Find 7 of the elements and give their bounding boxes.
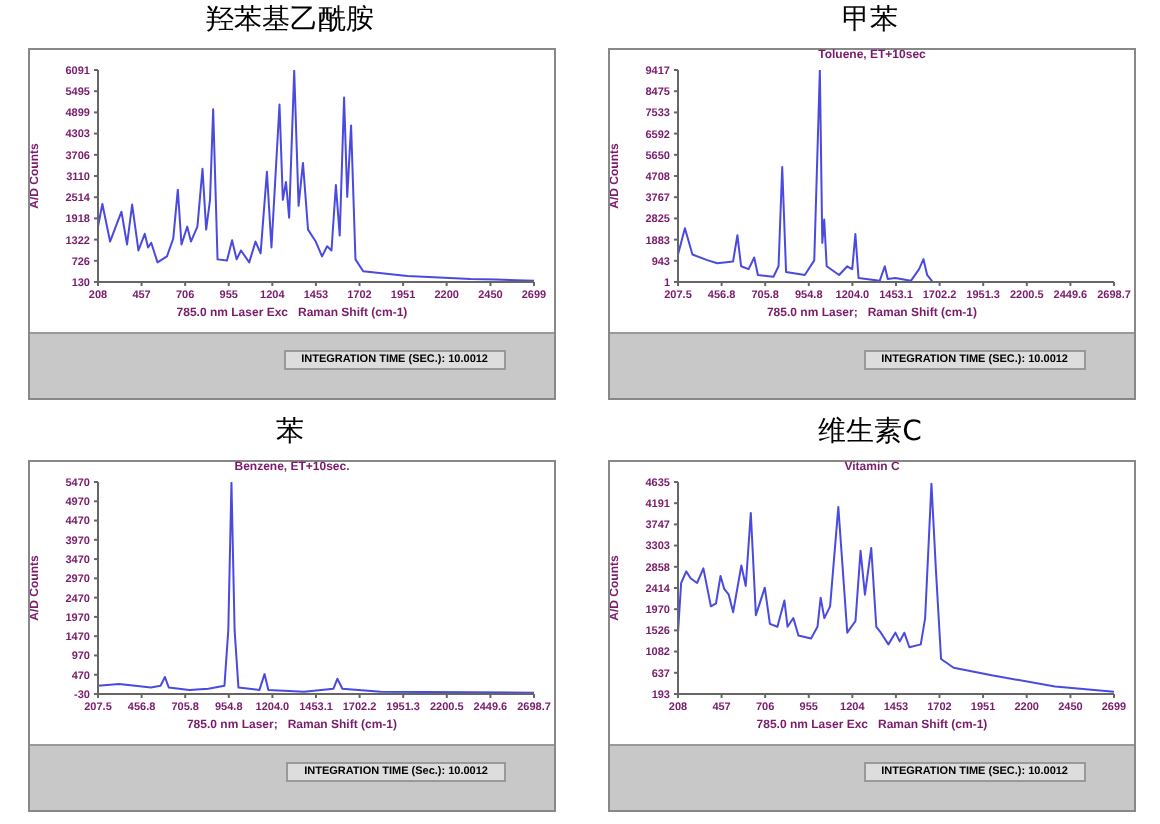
chart-title: 甲苯 (840, 2, 900, 40)
line-series (98, 482, 534, 694)
chart-title: 苯 (274, 414, 306, 452)
chart-title: 维生素C (816, 414, 924, 452)
line-series (98, 70, 534, 282)
line-series (678, 482, 1114, 693)
chart-title: 羟苯基乙酰胺 (204, 2, 376, 40)
